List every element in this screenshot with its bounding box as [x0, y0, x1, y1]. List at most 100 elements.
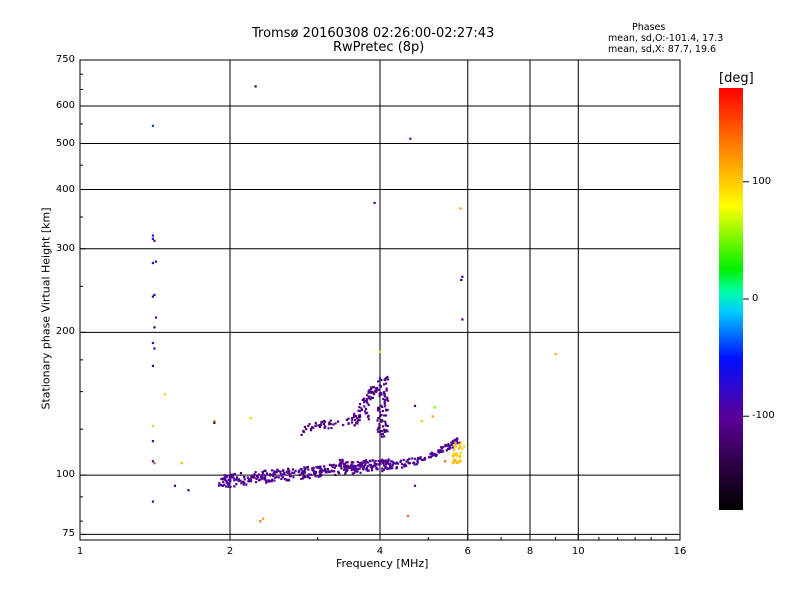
data-point	[224, 478, 227, 481]
data-point	[300, 477, 303, 481]
data-point	[314, 424, 317, 427]
data-point	[324, 425, 327, 428]
data-point	[247, 480, 250, 483]
data-point	[301, 473, 304, 476]
data-point	[293, 471, 296, 474]
data-point	[325, 471, 328, 474]
colorbar-label: [deg]	[719, 71, 754, 86]
x-tick-label: 10	[571, 546, 585, 557]
data-point	[402, 458, 405, 461]
data-point	[336, 420, 340, 423]
data-point	[456, 437, 459, 440]
data-point	[226, 482, 229, 485]
data-point	[422, 458, 425, 461]
data-point	[396, 462, 400, 465]
y-tick-label: 300	[55, 242, 75, 254]
data-point	[385, 467, 389, 470]
data-point	[359, 462, 362, 465]
data-point	[368, 460, 372, 463]
data-point	[373, 390, 377, 393]
data-point	[233, 472, 236, 476]
data-point	[330, 464, 333, 467]
data-point	[319, 468, 322, 471]
data-point	[377, 459, 380, 463]
data-point	[368, 463, 371, 466]
data-point	[377, 463, 381, 466]
data-point	[378, 392, 381, 395]
data-point	[388, 467, 391, 470]
data-point	[301, 470, 305, 473]
data-point	[365, 400, 368, 403]
data-point	[385, 388, 388, 391]
data-point	[153, 462, 156, 465]
data-point	[384, 466, 387, 469]
data-point	[342, 465, 346, 468]
data-point	[273, 479, 276, 482]
data-point	[350, 421, 354, 424]
data-point	[217, 484, 221, 487]
data-point	[218, 482, 221, 485]
data-point	[451, 446, 454, 449]
data-point	[265, 472, 269, 475]
data-point	[381, 458, 384, 461]
data-point	[270, 480, 273, 483]
data-point	[328, 423, 331, 426]
data-point	[447, 443, 450, 446]
data-point	[272, 474, 275, 477]
data-point	[239, 479, 242, 482]
data-point	[319, 469, 322, 473]
data-point	[358, 464, 361, 467]
data-point	[249, 478, 252, 481]
data-point	[354, 470, 357, 473]
data-point	[384, 398, 387, 402]
data-point	[386, 424, 389, 427]
data-point	[371, 396, 374, 400]
x-tick-label: 2	[226, 546, 234, 557]
data-point	[432, 454, 435, 457]
data-point	[357, 409, 360, 412]
data-point	[291, 468, 295, 471]
data-point	[332, 423, 335, 426]
data-point	[382, 383, 386, 386]
data-point	[382, 398, 385, 401]
data-point	[329, 422, 332, 426]
data-point	[222, 480, 225, 483]
data-point	[452, 442, 455, 445]
data-point	[298, 469, 301, 472]
data-point	[347, 417, 350, 420]
data-point	[385, 429, 388, 432]
data-point	[324, 469, 327, 473]
data-point	[320, 421, 323, 424]
data-point	[405, 460, 408, 463]
data-point	[356, 470, 359, 473]
colorbar	[719, 88, 743, 510]
data-point	[319, 423, 323, 426]
data-point	[383, 393, 386, 396]
data-point	[285, 470, 289, 473]
data-point	[255, 477, 258, 481]
data-point	[454, 442, 457, 445]
data-point	[415, 463, 418, 466]
data-point	[375, 390, 378, 393]
data-point	[225, 480, 228, 483]
data-point	[273, 470, 276, 473]
data-point	[359, 465, 363, 468]
data-point	[303, 471, 306, 474]
data-point	[457, 447, 461, 450]
data-point	[229, 479, 232, 482]
x-axis-label: Frequency [MHz]	[336, 557, 429, 570]
data-point	[414, 457, 417, 460]
y-tick-label: 400	[55, 183, 75, 195]
data-point	[366, 415, 370, 418]
data-point	[245, 483, 248, 486]
data-point	[315, 466, 318, 469]
data-point	[154, 260, 158, 263]
data-point	[254, 85, 257, 88]
data-point	[334, 464, 337, 467]
data-point	[263, 469, 266, 473]
data-point	[385, 387, 388, 390]
data-point	[385, 462, 389, 465]
data-point	[154, 316, 158, 319]
data-point	[345, 469, 348, 473]
data-point	[383, 435, 386, 438]
